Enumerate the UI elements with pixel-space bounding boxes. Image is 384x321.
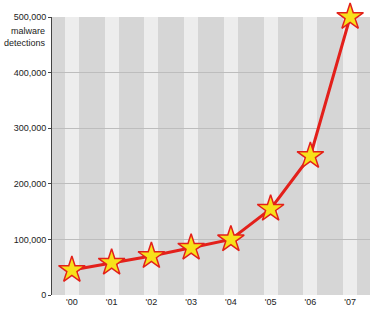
svg-text:'02: '02 — [146, 297, 158, 307]
svg-text:500,000: 500,000 — [14, 12, 47, 22]
svg-text:'07: '07 — [344, 297, 356, 307]
svg-text:200,000: 200,000 — [14, 179, 47, 189]
svg-text:'00: '00 — [66, 297, 78, 307]
svg-text:'03: '03 — [185, 297, 197, 307]
svg-text:'05: '05 — [265, 297, 277, 307]
svg-text:'04: '04 — [225, 297, 237, 307]
svg-text:300,000: 300,000 — [14, 123, 47, 133]
svg-text:malwaredetections: malwaredetections — [4, 26, 46, 48]
svg-text:0: 0 — [41, 290, 46, 300]
svg-text:'06: '06 — [305, 297, 317, 307]
svg-text:'01: '01 — [106, 297, 118, 307]
svg-text:400,000: 400,000 — [14, 68, 47, 78]
svg-text:100,000: 100,000 — [14, 235, 47, 245]
